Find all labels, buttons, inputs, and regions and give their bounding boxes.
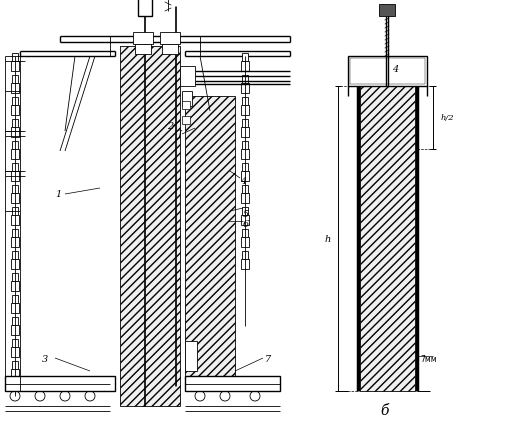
Bar (185, 376, 280, 391)
Bar (120, 47, 180, 406)
Bar (241, 106, 249, 116)
Bar (11, 259, 19, 269)
Bar (12, 361, 18, 369)
Bar (185, 341, 197, 371)
Bar (12, 317, 18, 325)
Text: J: J (178, 130, 182, 139)
Bar (241, 84, 249, 94)
Text: 7мм: 7мм (420, 354, 436, 363)
Bar (242, 186, 248, 193)
Bar (242, 54, 248, 62)
Bar (12, 273, 18, 281)
Bar (11, 325, 19, 335)
Bar (162, 45, 178, 55)
Bar (12, 207, 18, 216)
Bar (12, 295, 18, 303)
Text: 6: 6 (243, 219, 249, 228)
Bar (241, 237, 249, 248)
Bar (11, 193, 19, 204)
Text: 1: 1 (55, 190, 61, 199)
Bar (11, 62, 19, 72)
Bar (12, 164, 18, 172)
Bar (242, 142, 248, 150)
Bar (12, 142, 18, 150)
Text: 2: 2 (167, 122, 173, 131)
Circle shape (60, 391, 70, 401)
Text: 3: 3 (42, 354, 48, 363)
Bar (135, 45, 151, 55)
Bar (241, 216, 249, 225)
Circle shape (35, 391, 45, 401)
Bar (242, 207, 248, 216)
Circle shape (250, 391, 260, 401)
Bar (12, 98, 18, 106)
Circle shape (85, 391, 95, 401)
Bar (11, 281, 19, 291)
Bar (242, 98, 248, 106)
Bar (12, 76, 18, 84)
Bar (241, 128, 249, 138)
Text: 7: 7 (265, 354, 271, 363)
Circle shape (195, 391, 205, 401)
Circle shape (220, 391, 230, 401)
Bar (11, 172, 19, 181)
Bar (242, 251, 248, 259)
Bar (242, 120, 248, 128)
Bar (11, 128, 19, 138)
Bar (185, 97, 235, 376)
Bar (12, 186, 18, 193)
Bar (12, 230, 18, 237)
Bar (12, 54, 18, 62)
Bar (182, 102, 190, 110)
Text: б: б (380, 403, 389, 417)
Bar (348, 57, 427, 87)
Text: 4: 4 (392, 65, 398, 74)
Bar (379, 5, 395, 17)
Bar (11, 303, 19, 313)
Text: 4: 4 (240, 177, 246, 186)
Bar (242, 230, 248, 237)
Bar (360, 87, 415, 391)
Text: h/2: h/2 (441, 114, 455, 122)
Bar (180, 67, 195, 87)
Bar (350, 59, 425, 85)
Bar (11, 216, 19, 225)
Bar (160, 33, 180, 45)
Bar (241, 150, 249, 160)
Bar (138, 0, 152, 17)
Bar (11, 347, 19, 357)
Text: 5: 5 (243, 210, 249, 219)
Bar (182, 92, 192, 107)
Bar (241, 172, 249, 181)
Bar (12, 120, 18, 128)
Bar (11, 150, 19, 160)
Bar (11, 106, 19, 116)
Bar (12, 339, 18, 347)
Circle shape (10, 391, 20, 401)
Bar (242, 76, 248, 84)
Bar (242, 164, 248, 172)
Bar (11, 237, 19, 248)
Bar (12, 251, 18, 259)
Bar (11, 369, 19, 379)
Bar (11, 84, 19, 94)
Bar (241, 193, 249, 204)
Bar (182, 117, 190, 125)
Text: h: h (325, 234, 331, 243)
Bar (241, 259, 249, 269)
Bar (241, 62, 249, 72)
Bar (5, 376, 115, 391)
Bar (133, 33, 153, 45)
